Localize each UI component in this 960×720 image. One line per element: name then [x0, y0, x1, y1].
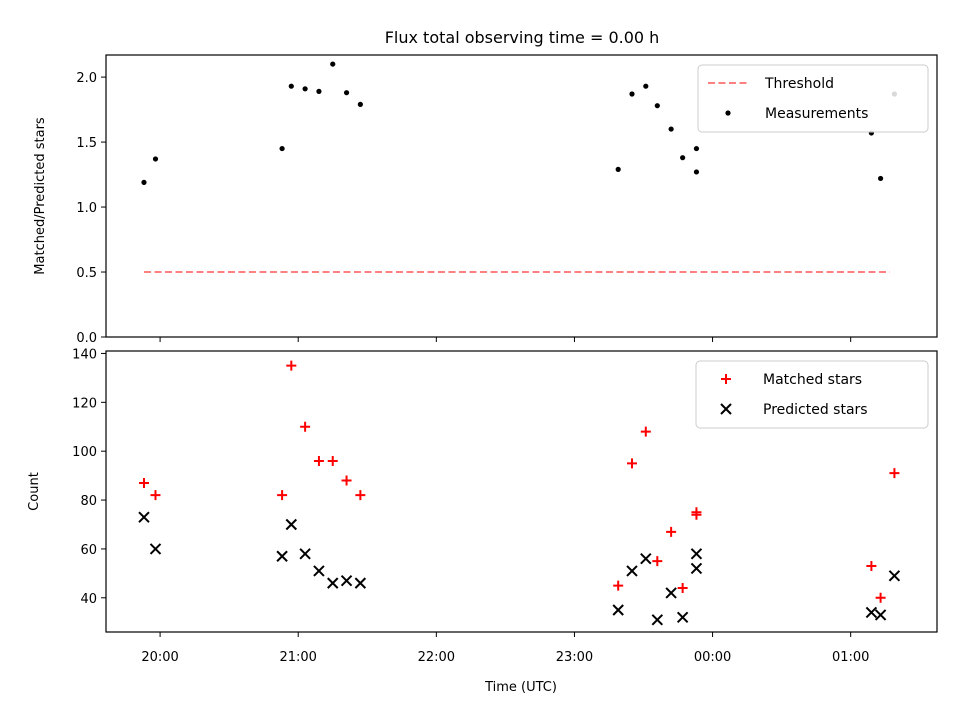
- matched-stars-marker: [889, 468, 900, 479]
- predicted-stars-marker: [138, 511, 150, 523]
- matched-stars-marker: [355, 490, 366, 501]
- matched-stars-marker: [875, 592, 886, 603]
- matched-stars-marker: [677, 583, 688, 594]
- x-tick-label: 00:00: [694, 650, 731, 665]
- legend-label: Matched stars: [763, 372, 862, 388]
- matched-stars-marker: [150, 490, 161, 501]
- legend-label: Threshold: [764, 76, 834, 92]
- y-tick-label: 60: [80, 543, 97, 558]
- y-tick-label: 100: [72, 445, 97, 460]
- axes-frame: [105, 350, 938, 633]
- matched-stars-marker: [138, 477, 149, 488]
- matched-stars-marker: [691, 509, 702, 520]
- legend-label: Measurements: [765, 106, 868, 122]
- matched-stars-marker: [300, 421, 311, 432]
- matched-stars-marker: [666, 526, 677, 537]
- predicted-stars-marker: [690, 548, 703, 560]
- matched-stars-marker: [286, 360, 297, 371]
- chart-title: Flux total observing time = 0.00 h: [385, 28, 660, 47]
- measurement-point: [302, 86, 308, 92]
- predicted-stars-marker: [888, 570, 901, 582]
- matched-stars-marker: [277, 490, 288, 501]
- measurement-point: [629, 91, 635, 97]
- ratio-panel: 0.0 0.5 1.0 1.5 2.0 Matched/Predicted stars Th…: [33, 54, 938, 346]
- matched-stars-marker: [866, 561, 877, 572]
- measurement-point: [288, 83, 294, 89]
- y-tick-label: 0.0: [76, 331, 97, 346]
- axes-frame: [105, 54, 938, 338]
- y-tick-label: 1.5: [76, 136, 97, 151]
- predicted-stars-marker: [327, 577, 339, 589]
- measurement-point: [878, 175, 884, 182]
- predicted-stars-marker: [612, 604, 624, 616]
- measurement-point: [152, 156, 159, 162]
- y-tick-label: 140: [72, 347, 97, 362]
- measurement-point: [330, 61, 336, 67]
- matched-stars-marker: [341, 475, 352, 486]
- y-tick-label: 40: [80, 592, 97, 607]
- measurement-point: [643, 83, 649, 89]
- y-tick-label: 120: [72, 396, 97, 411]
- count-panel: 40 60 80 100 120 140 20:00 21:00 22:00 23:00 00:00…: [27, 347, 938, 665]
- measurement-point: [693, 169, 700, 175]
- measurement-point: [615, 166, 621, 172]
- measurement-point: [654, 103, 660, 109]
- predicted-stars-marker: [690, 562, 703, 575]
- y-tick-label: 0.5: [76, 266, 97, 281]
- measurement-point: [680, 155, 686, 161]
- measurement-point: [316, 88, 322, 94]
- measurement-point: [693, 145, 700, 152]
- x-tick-label: 23:00: [556, 650, 593, 665]
- matched-stars-marker: [626, 458, 637, 469]
- predicted-stars-marker: [665, 587, 677, 599]
- predicted-stars-marker: [676, 611, 689, 624]
- y-tick-label: 80: [80, 494, 97, 509]
- measurement-point: [279, 145, 285, 152]
- legend-box: [695, 360, 929, 429]
- measurement-point: [668, 126, 674, 132]
- legend-label: Predicted stars: [763, 402, 868, 418]
- predicted-stars-marker: [276, 550, 288, 562]
- y-tick-label: 2.0: [76, 71, 97, 86]
- predicted-stars-marker: [651, 614, 664, 626]
- x-tick-label: 22:00: [418, 650, 455, 665]
- matched-stars-marker: [652, 556, 663, 567]
- measurement-point: [141, 179, 147, 185]
- y-axis-label: Matched/Predicted stars: [33, 117, 48, 275]
- predicted-stars-marker: [299, 548, 311, 560]
- predicted-stars-marker: [865, 606, 878, 619]
- x-tick-label: 01:00: [832, 650, 869, 665]
- x-axis-label: Time (UTC): [484, 680, 557, 695]
- legend-box: [697, 64, 929, 133]
- predicted-stars-marker: [874, 609, 887, 621]
- predicted-stars-marker: [626, 565, 638, 577]
- measurement-point: [357, 101, 363, 107]
- predicted-stars-marker: [340, 574, 353, 587]
- legend-swatch: [721, 374, 731, 384]
- predicted-stars-marker: [313, 565, 325, 577]
- legend-swatch: [720, 403, 732, 415]
- matched-stars-marker: [327, 455, 338, 466]
- x-tick-label: 20:00: [141, 650, 178, 665]
- predicted-stars-marker: [354, 577, 367, 589]
- x-tick-label: 21:00: [279, 650, 316, 665]
- matched-stars-marker: [640, 426, 651, 437]
- matched-stars-marker: [313, 455, 324, 466]
- matched-stars-marker: [613, 580, 624, 591]
- predicted-stars-marker: [640, 552, 652, 565]
- measurement-point: [343, 90, 350, 96]
- predicted-stars-marker: [285, 518, 298, 531]
- predicted-stars-marker: [149, 543, 162, 555]
- y-tick-label: 1.0: [76, 201, 97, 216]
- legend-swatch: [725, 110, 731, 116]
- y-axis-label: Count: [27, 472, 42, 511]
